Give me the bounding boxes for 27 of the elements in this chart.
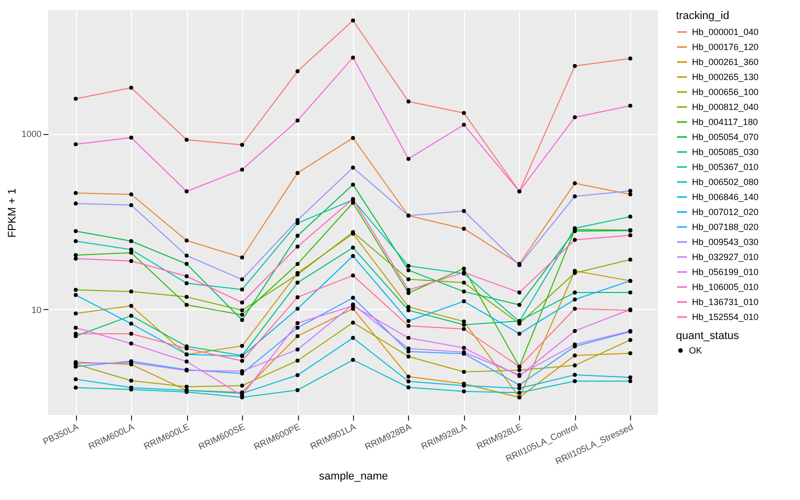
legend-label: Hb_000812_040	[692, 102, 759, 112]
legend-label: Hb_152554_010	[692, 312, 759, 322]
text: OK	[689, 346, 702, 356]
legend-label: Hb_007188_020	[692, 222, 759, 232]
legend-label: Hb_000265_130	[692, 72, 759, 82]
legend-label: Hb_106005_010	[692, 282, 759, 292]
legend-label: Hb_000656_100	[692, 87, 759, 97]
legend-label: Hb_005085_030	[692, 147, 759, 157]
legend-label: Hb_005367_010	[692, 162, 759, 172]
legend-label: Hb_056199_010	[692, 267, 759, 277]
text: quant_status	[676, 330, 740, 342]
legend-label: Hb_004117_180	[692, 117, 758, 127]
legend-label: Hb_007012_020	[692, 207, 759, 217]
legend-title: tracking_id	[676, 10, 730, 22]
legend-label: Hb_136731_010	[692, 297, 759, 307]
x-axis-title: sample_name	[318, 470, 388, 482]
y-tick-label: 10	[31, 304, 42, 315]
y-axis-title: FPKM + 1	[6, 188, 18, 238]
legend-label: Hb_009543_030	[692, 237, 759, 247]
legend-label: Hb_000001_040	[692, 27, 759, 37]
legend-label: Hb_000261_360	[692, 57, 759, 67]
legend-label: Hb_032927_010	[692, 252, 759, 262]
legend-label: Hb_006502_080	[692, 177, 759, 187]
legend-label: Hb_000176_120	[692, 42, 759, 52]
legend-label: Hb_006846_140	[692, 192, 759, 202]
legend-label: Hb_005054_070	[692, 132, 759, 142]
y-tick-label: 1000	[21, 129, 42, 140]
